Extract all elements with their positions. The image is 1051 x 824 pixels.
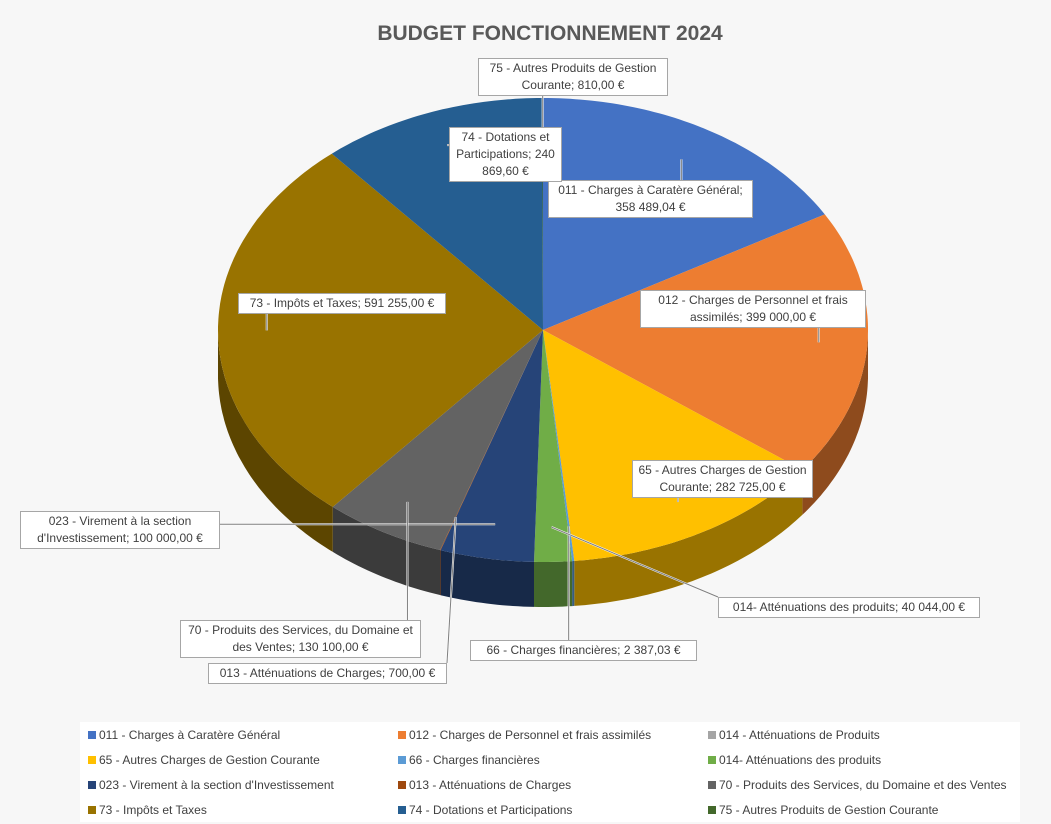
legend-swatch (398, 806, 406, 814)
slice-side (534, 561, 573, 607)
legend-swatch (708, 781, 716, 789)
legend-swatch (708, 756, 716, 764)
legend-item: 011 - Charges à Caratère Général (88, 728, 280, 742)
slice (543, 330, 575, 562)
slice-side (802, 330, 868, 515)
data-label: 013 - Atténuations de Charges; 700,00 € (208, 663, 447, 684)
slice (218, 153, 543, 507)
legend: 011 - Charges à Caratère Général 012 - Ch… (80, 722, 1020, 822)
legend-label: 74 - Dotations et Participations (409, 803, 573, 817)
legend-item: 014- Atténuations des produits (708, 753, 881, 767)
slice (440, 330, 543, 562)
slice-side (332, 506, 440, 595)
legend-label: 023 - Virement à la section d'Investisse… (99, 778, 334, 792)
legend-item: 014 - Atténuations de Produits (708, 728, 880, 742)
legend-swatch (88, 781, 96, 789)
slice (543, 214, 868, 470)
slice-side (440, 550, 534, 607)
data-label: 70 - Produits des Services, du Domaine e… (180, 620, 421, 658)
slice-side (572, 560, 575, 607)
legend-item: 023 - Virement à la section d'Investisse… (88, 778, 334, 792)
slice-side (574, 469, 803, 606)
legend-label: 65 - Autres Charges de Gestion Courante (99, 753, 320, 767)
data-label: 73 - Impôts et Taxes; 591 255,00 € (238, 293, 446, 314)
legend-swatch (708, 806, 716, 814)
slice (534, 330, 573, 562)
legend-item: 70 - Produits des Services, du Domaine e… (708, 778, 1007, 792)
legend-swatch (398, 756, 406, 764)
legend-item: 013 - Atténuations de Charges (398, 778, 571, 792)
data-label: 012 - Charges de Personnel et frais assi… (640, 290, 866, 328)
legend-label: 75 - Autres Produits de Gestion Courante (719, 803, 939, 817)
data-label: 75 - Autres Produits de Gestion Courante… (478, 58, 668, 96)
data-label: 65 - Autres Charges de Gestion Courante;… (632, 460, 813, 498)
legend-label: 014- Atténuations des produits (719, 753, 882, 767)
slice (440, 330, 543, 551)
chart-title: BUDGET FONCTIONNEMENT 2024 (377, 22, 723, 45)
legend-label: 012 - Charges de Personnel et frais assi… (409, 728, 652, 742)
leader-line (446, 517, 457, 664)
slice (332, 330, 543, 550)
leader-line (551, 526, 719, 598)
legend-item: 73 - Impôts et Taxes (88, 803, 207, 817)
legend-label: 013 - Atténuations de Charges (409, 778, 572, 792)
legend-label: 014 - Atténuations de Produits (719, 728, 880, 742)
legend-item: 74 - Dotations et Participations (398, 803, 572, 817)
data-label: 74 - Dotations et Participations; 240 86… (449, 127, 562, 182)
legend-swatch (398, 731, 406, 739)
legend-item: 65 - Autres Charges de Gestion Courante (88, 753, 320, 767)
data-label: 023 - Virement à la section d'Investisse… (20, 511, 220, 549)
legend-item: 66 - Charges financières (398, 753, 540, 767)
slice (543, 330, 803, 561)
data-label: 011 - Charges à Caratère Général; 358 48… (548, 180, 753, 218)
legend-item: 012 - Charges de Personnel et frais assi… (398, 728, 651, 742)
slice-side (218, 330, 333, 552)
legend-label: 66 - Charges financières (409, 753, 540, 767)
data-label: 66 - Charges financières; 2 387,03 € (470, 640, 697, 661)
legend-swatch (398, 781, 406, 789)
legend-swatch (88, 756, 96, 764)
data-label: 014- Atténuations des produits; 40 044,0… (718, 597, 980, 618)
legend-swatch (88, 731, 96, 739)
legend-swatch (708, 731, 716, 739)
legend-label: 73 - Impôts et Taxes (99, 803, 207, 817)
legend-label: 011 - Charges à Caratère Général (99, 728, 281, 742)
legend-swatch (88, 806, 96, 814)
slice-side (440, 550, 441, 596)
legend-label: 70 - Produits des Services, du Domaine e… (719, 778, 1007, 792)
legend-item: 75 - Autres Produits de Gestion Courante (708, 803, 938, 817)
